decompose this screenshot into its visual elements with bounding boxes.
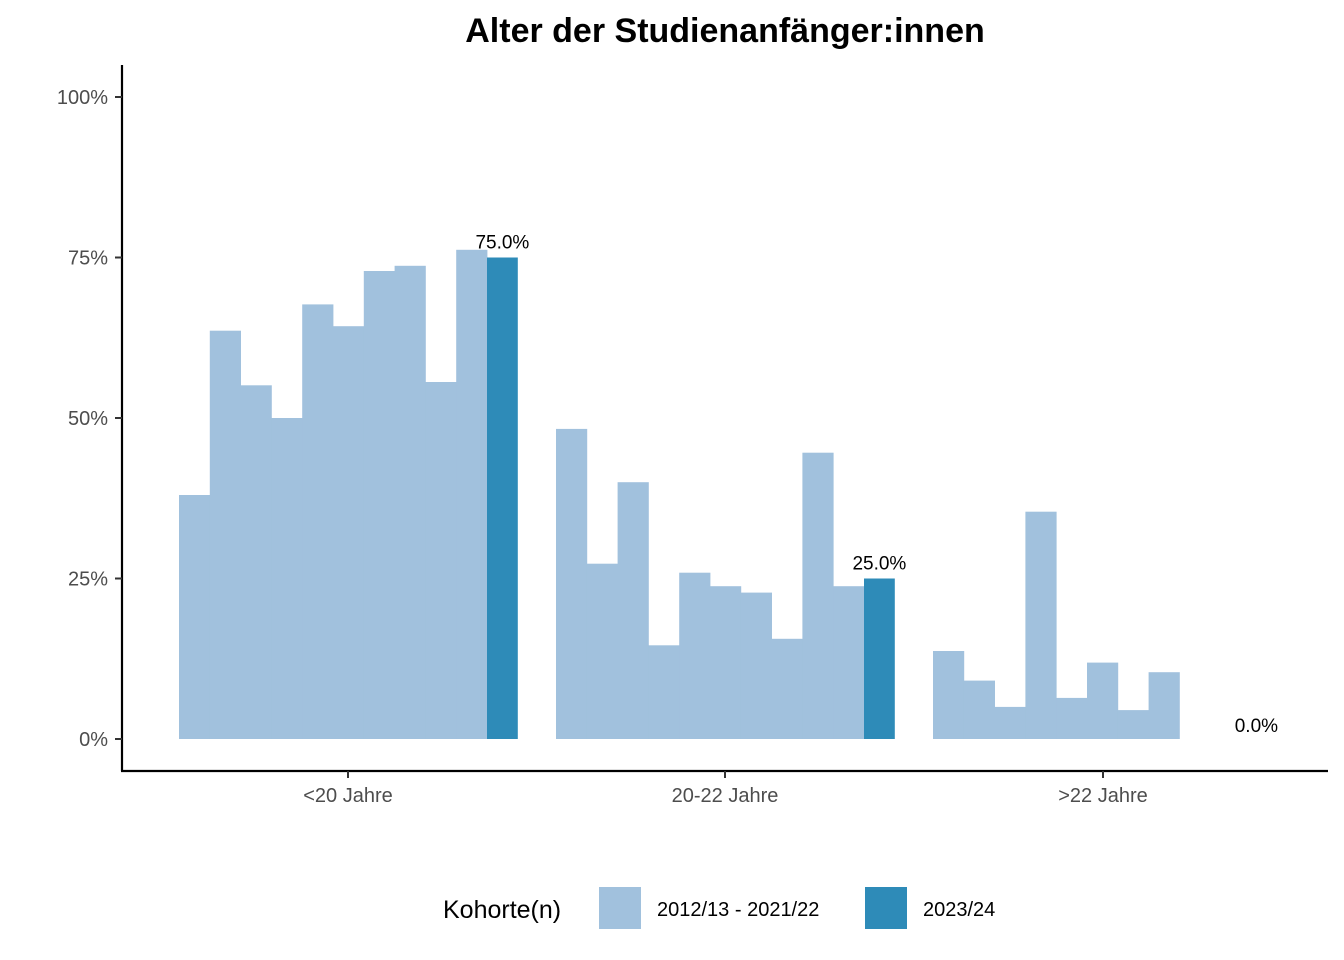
bar-historic (425, 382, 457, 739)
bar-historic (771, 638, 803, 739)
bar-historic (240, 385, 272, 739)
y-tick-label: 100% (57, 87, 108, 109)
x-axis: <20 Jahre 20-22 Jahre >22 Jahre (121, 769, 1328, 807)
bar-historic (679, 572, 711, 739)
data-labels: 75.0% 25.0% 0.0% (475, 233, 1278, 738)
chart-title: Alter der Studienanfänger:innen (465, 12, 985, 50)
bar-historic (363, 271, 395, 739)
legend-swatch-current (865, 887, 907, 929)
bar-historic (710, 586, 742, 739)
y-tick-label: 75% (68, 248, 108, 270)
legend-swatch-historic (599, 887, 641, 929)
x-tick-label: 20-22 Jahre (672, 785, 779, 807)
y-tick-label: 25% (68, 569, 108, 591)
bar-historic (1117, 710, 1149, 739)
bar-historic (648, 645, 680, 739)
bar-historic (1148, 672, 1180, 739)
data-label: 75.0% (475, 233, 529, 254)
bar-historic (302, 304, 334, 739)
bar-historic (933, 651, 965, 739)
bar-historic (209, 330, 241, 739)
legend-label-current: 2023/24 (923, 899, 995, 921)
bar-historic (994, 706, 1026, 739)
bar-historic (271, 418, 303, 739)
bar-historic (802, 452, 834, 739)
bar-historic (963, 680, 995, 739)
x-tick-label: <20 Jahre (303, 785, 393, 807)
bar-historic (1087, 662, 1119, 739)
bars-layer (179, 249, 1180, 740)
legend: Kohorte(n) 2012/13 - 2021/22 2023/24 (443, 887, 995, 929)
bar-historic (456, 249, 488, 740)
bar-current (864, 578, 895, 739)
bar-historic (179, 495, 211, 739)
bar-historic (333, 326, 365, 739)
bar-historic (586, 563, 618, 739)
y-tick-label: 0% (79, 729, 108, 751)
legend-label-historic: 2012/13 - 2021/22 (657, 899, 819, 921)
data-label: 0.0% (1235, 716, 1278, 737)
y-axis: 0% 25% 50% 75% 100% (57, 65, 124, 771)
bar-historic (740, 592, 772, 739)
bar-historic (833, 586, 865, 739)
bar-historic (617, 482, 649, 739)
bar-historic (556, 428, 588, 739)
bar-historic (1025, 511, 1057, 739)
bar-historic (1056, 697, 1088, 739)
data-label: 25.0% (852, 554, 906, 575)
bar-historic (394, 265, 426, 739)
legend-title: Kohorte(n) (443, 896, 561, 924)
bar-current (487, 257, 518, 739)
y-tick-label: 50% (68, 408, 108, 430)
x-tick-label: >22 Jahre (1058, 785, 1148, 807)
